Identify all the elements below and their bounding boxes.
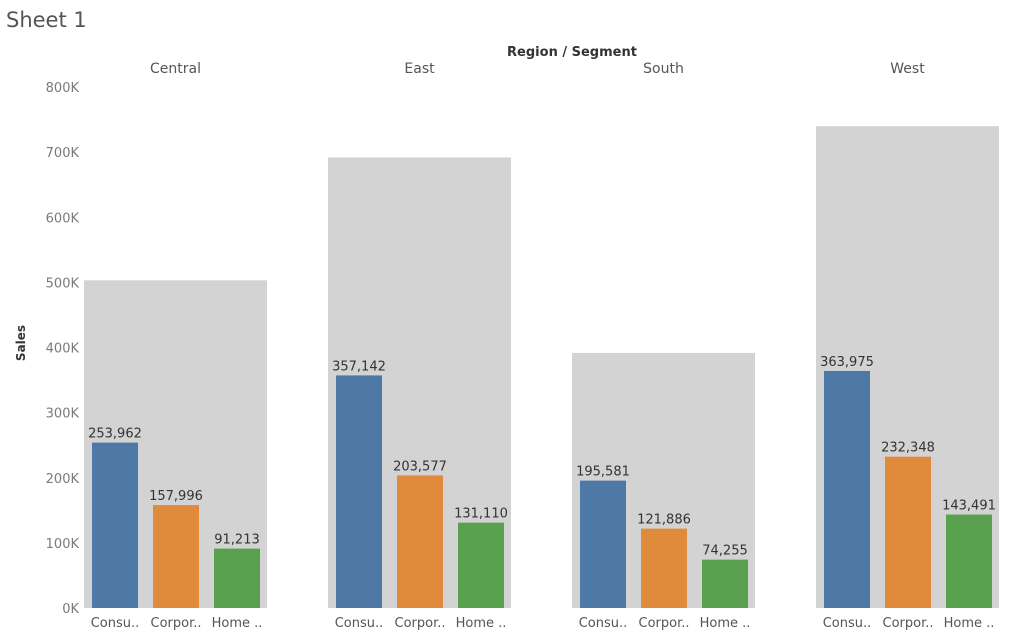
x-tick-label: Consu.. <box>335 616 384 631</box>
region-header: Central <box>150 61 201 77</box>
x-tick-label: Corpor.. <box>395 616 446 631</box>
region-panes: Central 253,962 Consu.. 157,996 Corpor.. 91,2… <box>84 61 999 631</box>
x-tick-label: Home .. <box>944 616 995 631</box>
region-header: East <box>404 61 435 77</box>
column-header-title: Region / Segment <box>507 45 637 60</box>
y-axis: 0K 100K 200K 300K 400K 500K 600K 700K 800K <box>46 81 80 617</box>
y-tick-label: 100K <box>46 537 80 552</box>
x-tick-label: Home .. <box>212 616 263 631</box>
bar[interactable] <box>336 375 382 608</box>
x-tick-label: Home .. <box>456 616 507 631</box>
region-pane-west: West 363,975 Consu.. 232,348 Corpor.. 143,491… <box>816 61 999 631</box>
data-label: 253,962 <box>88 427 142 442</box>
bar[interactable] <box>702 559 748 608</box>
y-tick-label: 700K <box>46 146 80 161</box>
x-tick-label: Consu.. <box>91 616 140 631</box>
bar[interactable] <box>214 548 260 608</box>
y-tick-label: 0K <box>62 602 79 617</box>
data-label: 91,213 <box>214 533 260 548</box>
x-tick-label: Consu.. <box>579 616 628 631</box>
data-label: 157,996 <box>149 489 203 504</box>
x-tick-label: Home .. <box>700 616 751 631</box>
region-header: West <box>890 61 925 77</box>
bar[interactable] <box>458 522 504 608</box>
y-tick-label: 200K <box>46 472 80 487</box>
x-tick-label: Corpor.. <box>151 616 202 631</box>
x-tick-label: Corpor.. <box>639 616 690 631</box>
y-tick-label: 400K <box>46 342 80 357</box>
data-label: 195,581 <box>576 465 630 480</box>
y-tick-label: 500K <box>46 276 80 291</box>
data-label: 232,348 <box>881 441 935 456</box>
bar[interactable] <box>885 456 931 608</box>
bar[interactable] <box>153 505 199 608</box>
y-axis-title: Sales <box>14 325 28 361</box>
data-label: 131,110 <box>454 507 508 522</box>
data-label: 143,491 <box>942 499 996 514</box>
bar[interactable] <box>92 442 138 608</box>
data-label: 121,886 <box>637 513 691 528</box>
x-tick-label: Consu.. <box>823 616 872 631</box>
sheet-title: Sheet 1 <box>6 8 87 32</box>
region-pane-south: South 195,581 Consu.. 121,886 Corpor.. 74,255… <box>572 61 755 631</box>
y-tick-label: 600K <box>46 211 80 226</box>
data-label: 363,975 <box>820 355 874 370</box>
y-tick-label: 800K <box>46 81 80 96</box>
bar[interactable] <box>824 370 870 608</box>
y-tick-label: 300K <box>46 407 80 422</box>
region-pane-central: Central 253,962 Consu.. 157,996 Corpor.. 91,2… <box>84 61 267 631</box>
data-label: 74,255 <box>702 544 748 559</box>
bar[interactable] <box>580 480 626 608</box>
bar[interactable] <box>641 528 687 608</box>
x-tick-label: Corpor.. <box>883 616 934 631</box>
region-header: South <box>643 61 684 77</box>
bar[interactable] <box>946 514 992 608</box>
data-label: 357,142 <box>332 359 386 374</box>
data-label: 203,577 <box>393 459 447 474</box>
region-pane-east: East 357,142 Consu.. 203,577 Corpor.. 131,110… <box>328 61 511 631</box>
bar[interactable] <box>397 475 443 608</box>
